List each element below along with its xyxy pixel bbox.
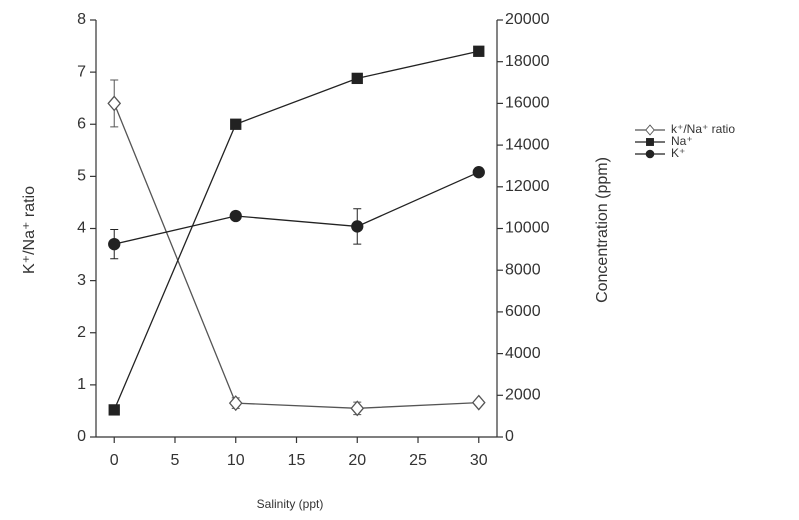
x-tick-label: 0 — [110, 452, 119, 469]
y2-tick-label: 12000 — [505, 178, 550, 195]
x-tick-label: 20 — [348, 452, 366, 469]
x-tick-label: 30 — [470, 452, 488, 469]
y-tick-label: 0 — [77, 428, 86, 445]
data-point — [351, 72, 363, 85]
series-line — [113, 50, 479, 411]
y2-tick-label: 18000 — [505, 53, 550, 70]
y-tick-label: 7 — [77, 63, 86, 80]
y2-tick-label: 6000 — [505, 303, 541, 320]
series-line — [114, 171, 480, 245]
data-point — [473, 45, 485, 57]
data-point — [351, 220, 364, 233]
data-point — [108, 237, 121, 251]
y2-tick-label: 8000 — [505, 261, 541, 278]
y2-tick-label: 16000 — [505, 95, 550, 112]
data-point — [230, 118, 242, 130]
y-tick-label: 5 — [77, 168, 86, 185]
x-tick-label: 5 — [171, 452, 180, 469]
x-tick-label: 25 — [409, 452, 427, 469]
data-point — [108, 404, 120, 416]
legend-marker — [645, 149, 655, 159]
y-tick-label: 3 — [77, 272, 86, 289]
series-line — [113, 103, 479, 409]
y-tick-label: 1 — [77, 376, 86, 393]
x-tick-label: 10 — [227, 452, 245, 469]
y-tick-label: 4 — [77, 220, 86, 237]
y-tick-label: 6 — [77, 115, 86, 132]
y2-tick-label: 0 — [505, 428, 514, 445]
y2-axis-label: Concentration (ppm) — [594, 157, 611, 303]
legend-label: k⁺/Na⁺ ratio — [671, 122, 735, 136]
legend-marker — [645, 124, 655, 136]
y2-tick-label: 14000 — [505, 136, 550, 153]
data-point — [228, 395, 243, 412]
data-point — [107, 95, 122, 112]
data-point — [471, 394, 486, 411]
data-point — [350, 400, 365, 417]
data-point — [229, 209, 242, 223]
y2-tick-label: 2000 — [505, 387, 541, 404]
legend-marker — [646, 138, 654, 146]
legend-label: K⁺ — [671, 146, 685, 160]
legend-label: Na⁺ — [671, 134, 693, 148]
y-tick-label: 2 — [77, 324, 86, 341]
data-point — [472, 166, 485, 179]
y-tick-label: 8 — [77, 11, 86, 28]
x-tick-label: 15 — [288, 452, 306, 469]
x-axis-label: Salinity (ppt) — [257, 497, 324, 511]
y2-tick-label: 20000 — [505, 11, 550, 28]
y-axis-label: K⁺/Na⁺ ratio — [21, 186, 38, 274]
y2-tick-label: 10000 — [505, 220, 550, 237]
y2-tick-label: 4000 — [505, 345, 541, 362]
